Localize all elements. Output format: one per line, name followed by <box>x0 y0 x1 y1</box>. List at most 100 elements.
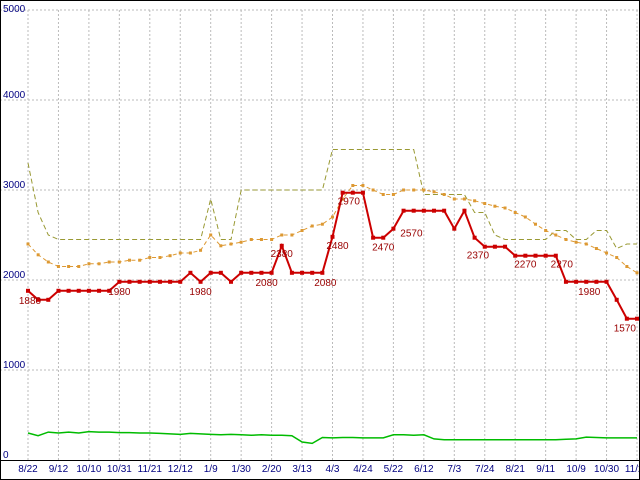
x-axis-label: 1/9 <box>204 464 218 475</box>
y-axis-label: 3000 <box>3 180 26 191</box>
x-axis-label: 1/30 <box>231 464 251 475</box>
average-marker <box>97 262 101 266</box>
x-axis-label: 10/9 <box>566 464 586 475</box>
average-marker <box>199 248 203 252</box>
average-marker <box>320 222 324 226</box>
average-marker <box>402 188 406 192</box>
price-marker <box>513 253 518 258</box>
average-marker <box>280 233 284 237</box>
point-label: 2080 <box>255 278 278 289</box>
price-marker <box>563 279 568 284</box>
price-marker <box>492 244 497 249</box>
upper-band-line <box>27 149 637 250</box>
x-axis-label: 8/22 <box>18 464 38 475</box>
price-marker <box>229 279 233 284</box>
average-marker <box>158 256 162 259</box>
x-axis-label: 8/21 <box>505 464 525 475</box>
average-marker <box>513 211 517 214</box>
y-axis-label: 0 <box>3 450 9 461</box>
average-marker <box>300 229 304 232</box>
x-axis-label: 10/10 <box>76 464 101 475</box>
price-marker <box>371 235 376 240</box>
x-axis-label: 7/3 <box>447 464 461 475</box>
average-marker <box>270 238 274 241</box>
price-marker <box>127 279 132 284</box>
price-marker <box>97 288 102 293</box>
point-label: 2570 <box>400 229 423 240</box>
price-marker <box>188 270 193 275</box>
average-marker <box>523 215 527 219</box>
average-marker <box>26 242 30 246</box>
price-marker <box>584 279 589 284</box>
price-marker <box>543 253 548 258</box>
price-marker <box>26 288 30 293</box>
average-marker <box>635 271 639 275</box>
average-marker <box>473 199 477 203</box>
average-marker <box>564 238 568 241</box>
point-label: 1980 <box>108 287 131 298</box>
point-label: 2480 <box>326 241 349 252</box>
average-marker <box>229 242 233 246</box>
average-marker <box>574 240 578 244</box>
average-marker <box>493 204 497 208</box>
average-marker <box>259 238 263 241</box>
average-marker <box>56 265 60 268</box>
y-axis-label: 1000 <box>3 360 26 371</box>
price-marker <box>614 297 619 302</box>
x-axis-label: 2/20 <box>262 464 282 475</box>
average-marker <box>483 202 487 205</box>
average-marker <box>331 215 334 219</box>
average-marker <box>452 197 456 201</box>
price-marker <box>381 235 386 240</box>
price-marker <box>198 279 203 284</box>
price-marker <box>157 279 162 284</box>
average-marker <box>219 244 223 248</box>
y-axis-label: 2000 <box>3 270 26 281</box>
average-marker <box>381 193 385 196</box>
price-marker <box>624 316 629 321</box>
point-label: 1980 <box>578 287 601 298</box>
average-marker <box>128 258 131 262</box>
price-marker <box>472 235 477 240</box>
average-marker <box>605 251 609 255</box>
average-marker <box>361 184 365 187</box>
x-axis-label: 9/12 <box>49 464 69 475</box>
price-marker <box>340 190 345 195</box>
average-marker <box>209 233 213 237</box>
price-marker <box>178 279 183 284</box>
average-marker <box>371 188 375 192</box>
price-marker <box>66 288 71 293</box>
price-marker <box>462 208 467 213</box>
x-axis-label: 10/30 <box>594 464 619 475</box>
average-marker <box>148 256 152 259</box>
x-axis-label: 9/11 <box>536 464 555 475</box>
price-marker <box>604 279 609 284</box>
price-marker <box>289 270 294 275</box>
price-marker <box>401 208 406 213</box>
price-marker <box>76 288 81 293</box>
average-marker <box>67 265 71 268</box>
x-axis-label: 3/13 <box>292 464 312 475</box>
average-marker <box>117 260 121 264</box>
average-marker <box>138 258 142 262</box>
average-marker <box>544 229 548 232</box>
point-label: 2970 <box>338 197 361 208</box>
price-marker <box>523 253 528 258</box>
average-marker <box>594 247 598 250</box>
price-marker <box>503 244 508 249</box>
average-marker <box>168 254 172 258</box>
price-marker <box>269 270 274 275</box>
price-marker <box>432 208 436 213</box>
point-label: 1980 <box>189 287 212 298</box>
lower-band-line <box>27 430 637 445</box>
price-marker <box>482 244 487 249</box>
x-axis-label: 6/12 <box>414 464 434 475</box>
point-label: 2470 <box>372 243 395 254</box>
price-marker <box>137 279 142 284</box>
price-marker <box>300 270 305 275</box>
point-label: 2270 <box>514 260 537 271</box>
price-marker <box>46 297 51 302</box>
